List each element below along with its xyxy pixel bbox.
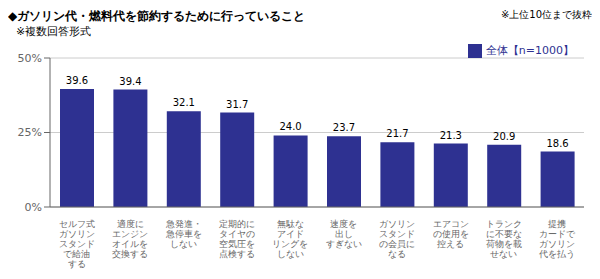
- html-text:※上位10位まで抜粋: ※上位10位まで抜粋: [500, 9, 592, 20]
- svg-text:適度にエンジンオイルを交換する: 適度にエンジンオイルを交換する: [112, 219, 148, 259]
- svg-text:39.6: 39.6: [66, 75, 88, 86]
- svg-text:ガソリンスタンドの会員になる: ガソリンスタンドの会員になる: [379, 219, 415, 259]
- svg-text:25%: 25%: [18, 126, 42, 139]
- svg-text:31.7: 31.7: [226, 99, 248, 110]
- svg-text:18.6: 18.6: [546, 138, 568, 149]
- svg-text:20.9: 20.9: [493, 131, 515, 142]
- svg-text:無駄なアイドリングをしない: 無駄なアイドリングをしない: [272, 219, 308, 259]
- html-text:※複数回答形式: ※複数回答形式: [16, 25, 92, 38]
- svg-text:定期的にタイヤの空気圧を点検する: 定期的にタイヤの空気圧を点検する: [219, 219, 255, 259]
- svg-text:23.7: 23.7: [333, 122, 355, 133]
- svg-text:24.0: 24.0: [279, 121, 301, 132]
- svg-text:提携カードでガソリン代を払う: 提携カードでガソリン代を払う: [538, 219, 576, 259]
- svg-text:エアコンの使用を控える: エアコンの使用を控える: [433, 219, 469, 249]
- svg-text:急発進・急停車をしない: 急発進・急停車をしない: [165, 219, 202, 249]
- svg-text:セルフ式ガソリンスタンドで給油する: セルフ式ガソリンスタンドで給油する: [59, 219, 95, 269]
- html-text:◆ガソリン代・燃料代を節約するために行っていること: ◆ガソリン代・燃料代を節約するために行っていること: [8, 9, 306, 23]
- html-text:全体【n=1000】: 全体【n=1000】: [485, 44, 574, 57]
- svg-text:50%: 50%: [18, 52, 42, 65]
- svg-text:0%: 0%: [25, 201, 42, 214]
- svg-text:39.4: 39.4: [119, 76, 141, 87]
- svg-text:トランクに不要な荷物を載せない: トランクに不要な荷物を載せない: [486, 219, 522, 259]
- svg-text:21.7: 21.7: [386, 128, 408, 139]
- svg-text:21.3: 21.3: [440, 130, 462, 141]
- svg-text:速度を出しすぎない: 速度を出しすぎない: [326, 219, 362, 249]
- svg-text:32.1: 32.1: [173, 97, 195, 108]
